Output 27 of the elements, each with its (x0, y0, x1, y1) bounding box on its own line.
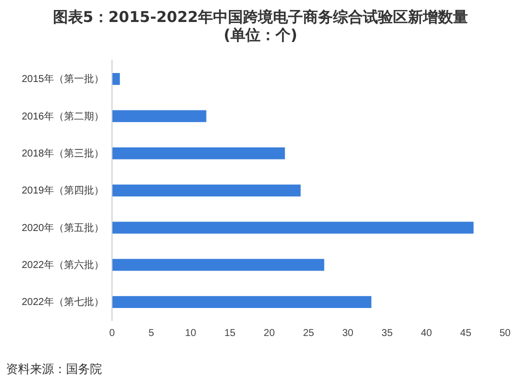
x-tick-label: 0 (109, 328, 116, 340)
y-tick-label: 2019年（第四批） (22, 184, 104, 197)
x-tick-label: 30 (342, 328, 354, 340)
x-tick-label: 45 (460, 328, 472, 340)
x-tick-label: 5 (148, 328, 155, 340)
text: 资料来源：国务院 (6, 362, 102, 376)
bar (112, 296, 372, 308)
x-tick-label: 15 (224, 328, 236, 340)
y-tick-label: 2015年（第一批） (22, 73, 104, 86)
x-tick-label: 40 (420, 328, 432, 340)
y-tick-label: 2020年（第五批） (22, 222, 104, 234)
bar (112, 258, 324, 271)
y-tick-label: 2022年（第七批） (22, 296, 104, 308)
x-tick-label: 25 (302, 328, 314, 340)
y-tick-label: 2022年（第六批） (22, 259, 104, 272)
x-tick-label: 20 (264, 328, 276, 340)
y-tick-label: 2016年（第二期） (22, 110, 104, 122)
x-tick-label: 10 (185, 328, 197, 340)
y-tick-label: 2018年（第三批） (22, 148, 104, 160)
bar (112, 73, 120, 85)
bar (112, 222, 474, 234)
bar (112, 147, 285, 160)
chart-title: 图表5：2015-2022年中国跨境电子商务综合试验区新增数量(单位：个) (52, 8, 468, 44)
bar (112, 110, 206, 122)
x-tick-label: 35 (382, 328, 394, 340)
bar (112, 184, 301, 196)
x-tick-label: 50 (499, 328, 511, 340)
